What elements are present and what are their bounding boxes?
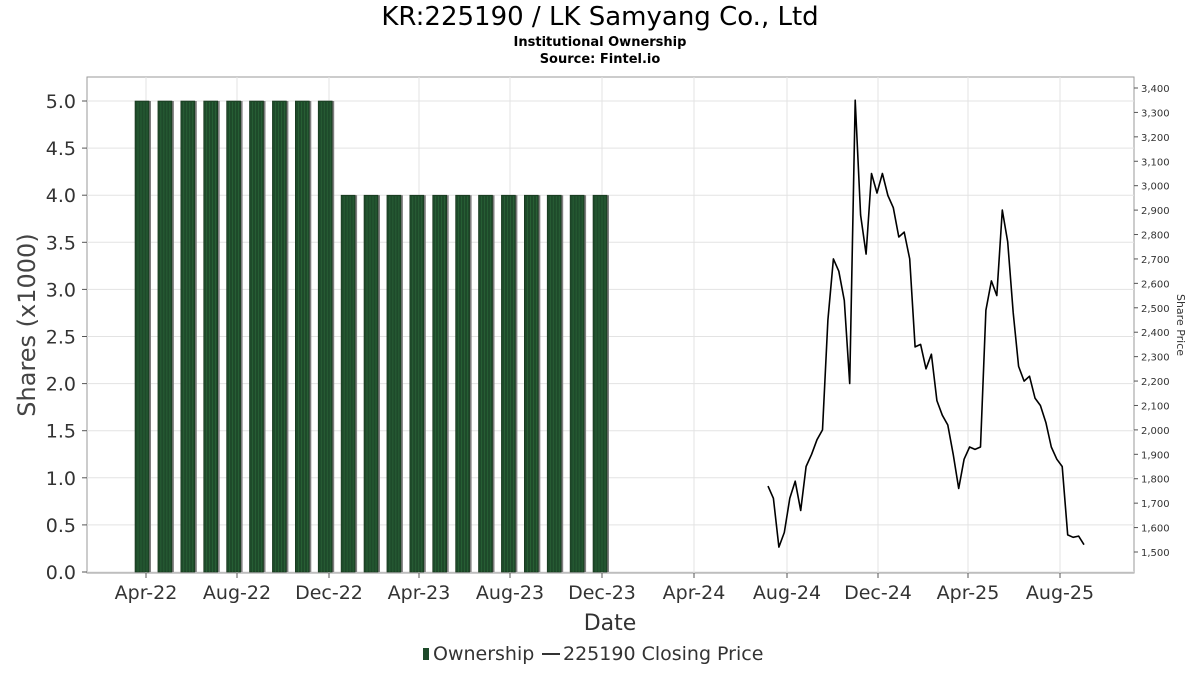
x-tick-label: Dec-24 [844,582,912,604]
y2-tick-label: 1,600 [1141,524,1170,535]
y2-tick-label: 3,300 [1141,108,1170,119]
closing-price-line [767,99,1085,548]
x-axis-title: Date [584,611,637,636]
chart-title: KR:225190 / LK Samyang Co., Ltd [381,2,819,32]
ownership-bar [501,194,516,573]
ownership-bar [317,100,333,573]
y2-tick-label: 1,800 [1141,475,1170,486]
chart-subtitle: Institutional Ownership [513,35,687,50]
x-tick-label: Aug-22 [203,582,271,604]
ownership-bar [523,194,539,573]
ownership-bar [157,100,173,573]
y2-tick-label: 1,700 [1141,499,1170,510]
ownership-bar [340,194,356,573]
x-tick-label: Apr-23 [388,582,451,604]
ownership-bar [272,100,287,573]
y-tick-label: 2.0 [46,374,76,396]
plot-area [86,76,1135,574]
ownership-bar [226,100,241,573]
ownership-bar [569,194,585,573]
ownership-bar [180,100,196,573]
y-tick-label: 4.5 [46,138,76,160]
ownership-bar [203,100,218,573]
y2-tick-label: 2,800 [1141,231,1170,242]
legend-price-label: 225190 Closing Price [563,643,763,665]
ownership-bar [386,194,402,573]
y2-tick-label: 2,400 [1141,328,1170,339]
y2-tick-label: 2,100 [1141,401,1170,412]
y2-tick-label: 2,000 [1141,426,1170,437]
x-tick-label: Aug-25 [1026,582,1094,604]
ownership-bar [134,100,150,573]
y2-tick-label: 2,600 [1141,279,1170,290]
y-tick-label: 3.0 [46,279,76,301]
ownership-bar [363,194,379,573]
y-tick-label: 1.5 [46,421,76,443]
x-tick-label: Apr-25 [937,582,1000,604]
y2-tick-label: 3,200 [1141,133,1170,144]
legend-ownership-label: Ownership [433,643,534,665]
y2-tick-label: 2,700 [1141,255,1170,266]
y-tick-label: 0.5 [46,515,76,537]
ownership-bar [546,194,562,573]
legend-ownership-swatch [423,648,429,660]
y2-tick-label: 2,200 [1141,377,1170,388]
x-tick-label: Apr-22 [115,582,178,604]
y2-tick-label: 3,400 [1141,84,1170,95]
y2-axis-title: Share Price [1174,294,1187,356]
y-tick-label: 1.0 [46,468,76,490]
y-tick-label: 3.5 [46,232,76,254]
y-tick-label: 5.0 [46,91,76,113]
ownership-bar [592,194,608,573]
y2-tick-label: 1,900 [1141,450,1170,461]
ownership-bar [432,194,448,573]
y-tick-label: 2.5 [46,327,76,349]
x-tick-label: Dec-22 [295,582,363,604]
y2-tick-label: 3,100 [1141,157,1170,168]
x-tick-label: Dec-23 [568,582,636,604]
y2-tick-label: 3,000 [1141,182,1170,193]
ownership-bar [478,194,493,573]
y-tick-label: 0.0 [46,562,76,584]
y2-tick-label: 2,300 [1141,353,1170,364]
x-tick-label: Aug-24 [753,582,821,604]
chart-source: Source: Fintel.io [539,52,661,67]
ownership-bar [294,100,310,573]
ownership-bar [455,194,470,573]
y2-tick-label: 2,900 [1141,206,1170,217]
y2-tick-label: 2,500 [1141,304,1170,315]
y-axis-title: Shares (x1000) [13,233,41,416]
y2-tick-label: 1,500 [1141,548,1170,559]
ownership-bar [409,194,425,573]
x-tick-label: Apr-24 [663,582,726,604]
y-tick-label: 4.0 [46,185,76,207]
ownership-bar [249,100,264,573]
x-tick-label: Aug-23 [476,582,544,604]
